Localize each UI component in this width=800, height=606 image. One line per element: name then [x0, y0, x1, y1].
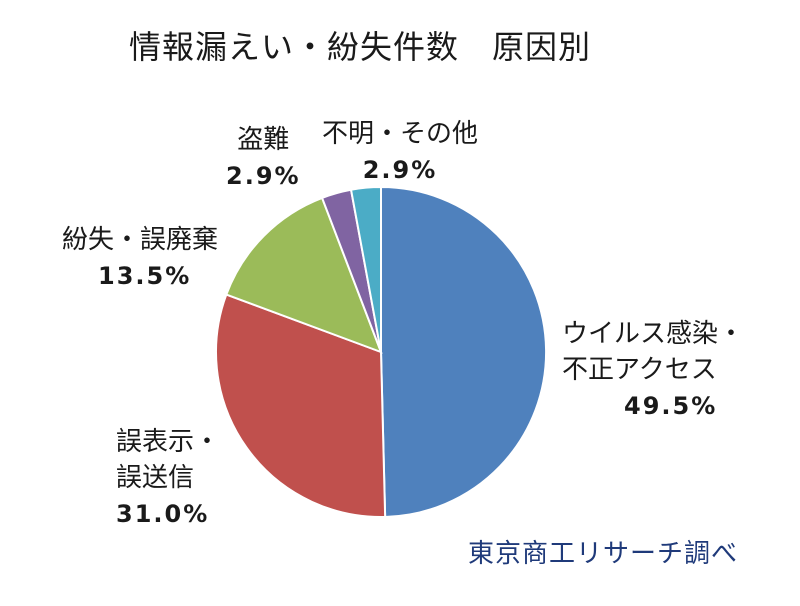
- label-theft-line1: 盗難: [237, 125, 290, 155]
- label-virus-line2: 不正アクセス: [562, 355, 717, 385]
- pie-slice-misdisplay: [215, 293, 387, 518]
- label-theft: 盗難 2.9%: [226, 122, 301, 194]
- label-unknown-line1: 不明・その他: [322, 119, 479, 149]
- label-virus: ウイルス感染・ 不正アクセス 49.5%: [562, 316, 744, 424]
- label-misdisplay-line1: 誤表示・: [116, 427, 221, 457]
- pie-slice-unknown: [349, 185, 382, 353]
- label-theft-pct: 2.9%: [226, 162, 301, 190]
- label-virus-pct: 49.5%: [624, 392, 718, 420]
- chart-title: 情報漏えい・紛失件数 原因別: [128, 28, 591, 66]
- label-loss: 紛失・誤廃棄 13.5%: [62, 222, 218, 294]
- source-credit: 東京商工リサーチ調べ: [467, 539, 738, 569]
- label-misdisplay-line2: 誤送信: [116, 463, 195, 493]
- label-loss-line1: 紛失・誤廃棄: [62, 225, 219, 255]
- label-misdisplay-pct: 31.0%: [116, 500, 210, 528]
- pie-slice-virus: [380, 185, 548, 518]
- pie-slice-loss: [225, 196, 383, 354]
- label-misdisplay: 誤表示・ 誤送信 31.0%: [116, 424, 220, 532]
- label-unknown-pct: 2.9%: [362, 156, 438, 184]
- label-virus-line1: ウイルス感染・: [562, 319, 745, 349]
- label-unknown: 不明・その他 2.9%: [322, 116, 478, 188]
- label-loss-pct: 13.5%: [98, 262, 192, 290]
